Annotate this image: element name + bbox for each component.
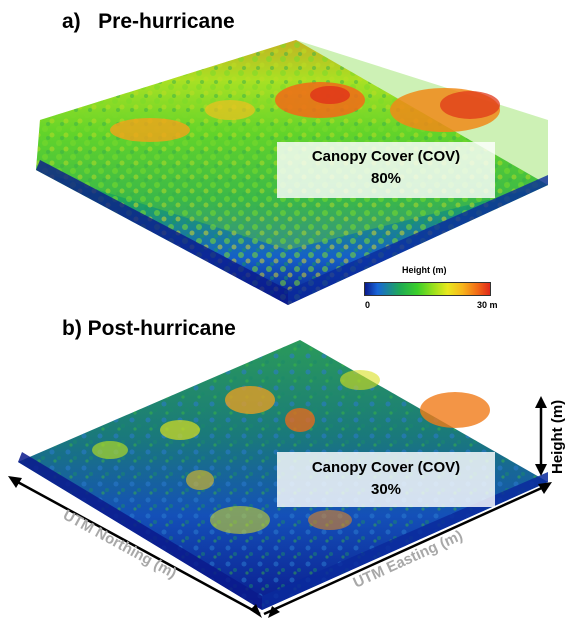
panel-a-cov-label: Canopy Cover (COV) — [311, 148, 461, 165]
height-colorbar — [364, 282, 491, 296]
colorbar-min-label: 0 — [365, 300, 371, 310]
colorbar-max-label: 30 m — [477, 300, 498, 310]
legend-title: Height (m) — [402, 265, 447, 275]
panel-b-cov-value: 30% — [370, 481, 402, 498]
panel-a-title: a) Pre-hurricane — [62, 10, 235, 33]
height-axis-label: Height (m) — [549, 400, 566, 474]
axis-arrows — [8, 396, 552, 618]
panel-a-cov-box: Canopy Cover (COV) 80% — [277, 142, 495, 198]
panel-a-cov-value: 80% — [370, 170, 402, 187]
panel-b-cov-box: Canopy Cover (COV) 30% — [277, 452, 495, 507]
panel-b-title: b) Post-hurricane — [62, 317, 236, 340]
panel-b-cov-label: Canopy Cover (COV) — [311, 459, 461, 476]
